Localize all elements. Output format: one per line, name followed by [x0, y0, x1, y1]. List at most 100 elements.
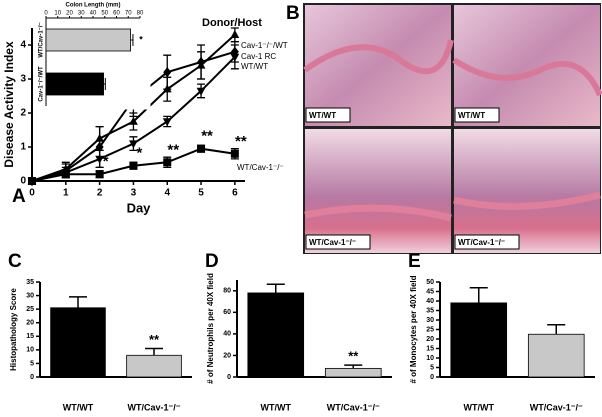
y-tick-label: 25 [26, 306, 34, 313]
category-label: WT/Cav-1⁻/⁻ [39, 22, 45, 57]
y-tick-label: 0 [227, 374, 231, 381]
bar [324, 367, 382, 378]
y-tick-label: 15 [26, 333, 34, 340]
legend-label: WT/WT [241, 62, 268, 71]
significance-label: ** [348, 349, 359, 364]
x-tick-label: WT/WT [261, 402, 292, 412]
bar [247, 292, 305, 378]
y-tick-label: 0 [30, 374, 34, 381]
x-tick-label: 30 [78, 11, 85, 17]
y-tick-label: 30 [26, 292, 34, 299]
tissue-band [453, 191, 601, 210]
y-tick-label: 80 [223, 288, 231, 295]
x-tick-label: WT/Cav-1⁻/⁻ [327, 402, 380, 412]
x-tick-label: 1 [63, 188, 69, 199]
bar [450, 302, 508, 378]
marker [95, 170, 104, 179]
y-tick-label: 20 [426, 336, 434, 343]
y-tick-label: 4 [20, 40, 26, 51]
y-tick-label: 3 [20, 74, 26, 85]
x-tick-label: WT/WT [464, 402, 495, 412]
significance-label: ** [149, 332, 160, 347]
marker [230, 30, 240, 38]
y-tick-label: 45 [426, 288, 434, 295]
x-tick-label: WT/WT [63, 402, 94, 412]
y-tick-label: 50 [426, 279, 434, 286]
marker [95, 155, 105, 164]
legend-title: Donor/Host [202, 17, 262, 29]
significance-label: * [137, 145, 143, 162]
marker [129, 116, 138, 125]
panel-label: B [286, 3, 300, 24]
x-tick-label: 60 [113, 11, 120, 17]
micrograph [305, 129, 451, 253]
y-tick-label: 1 [20, 142, 26, 153]
marker [129, 161, 138, 170]
legend-label: Cav-1⁻/⁻/WT [241, 41, 288, 50]
marker [196, 87, 206, 96]
y-tick-label: 40 [426, 298, 434, 305]
x-tick-label: 5 [198, 188, 204, 199]
y-tick-label: 60 [223, 309, 231, 316]
y-tick-label: 10 [26, 347, 34, 354]
bar [45, 72, 104, 96]
panel-label: D [205, 251, 219, 272]
y-tick-label: 35 [426, 307, 434, 314]
y-axis-label: Disease Activity Index [2, 41, 16, 168]
marker [197, 144, 206, 153]
micrograph [454, 129, 600, 253]
y-tick-label: 15 [426, 345, 434, 352]
tissue-band [304, 204, 452, 222]
x-tick-label: WT/Cav-1⁻/⁻ [530, 402, 583, 412]
label-box [454, 234, 520, 250]
y-tick-label: 2 [20, 108, 26, 119]
significance-label: ** [201, 128, 213, 145]
x-tick-label: 2 [97, 188, 103, 199]
bar [126, 354, 182, 378]
y-tick-label: 0 [20, 176, 26, 187]
y-tick-label: 40 [223, 331, 231, 338]
x-tick-label: 6 [232, 188, 238, 199]
x-axis-label: Colon Length (mm) [66, 3, 121, 9]
micrograph-label: WT/Cav-1⁻/⁻ [458, 238, 505, 247]
label-box [305, 234, 371, 250]
legend-label: WT/Cav-1⁻/⁻ [237, 163, 284, 172]
y-tick-label: 0 [430, 374, 434, 381]
y-tick-label: 20 [26, 320, 34, 327]
x-axis-label: Day [127, 200, 152, 215]
x-tick-label: 0 [44, 11, 48, 17]
panel-label: A [12, 186, 26, 207]
marker [230, 53, 240, 62]
panel-label: C [8, 251, 22, 272]
legend-label: Cav-1 RC [241, 52, 276, 61]
y-tick-label: 25 [426, 326, 434, 333]
micrograph-label: WT/WT [309, 111, 336, 120]
y-tick-label: 30 [426, 317, 434, 324]
error-bar [145, 347, 163, 356]
bar [50, 307, 106, 378]
tissue-band [303, 39, 454, 75]
bar [45, 28, 131, 52]
error-bar [103, 78, 106, 90]
y-tick-label: 20 [223, 352, 231, 359]
panel-label: E [408, 251, 421, 272]
y-tick-label: 5 [430, 364, 434, 371]
marker [163, 67, 172, 78]
y-axis-label: # of Monocytes per 40X field [409, 275, 418, 383]
micrograph [305, 5, 451, 126]
error-bar [469, 286, 488, 303]
error-bar [547, 324, 566, 335]
marker [230, 149, 239, 158]
x-tick-label: 40 [90, 11, 97, 17]
bar [527, 333, 585, 378]
y-axis-label: # of Neutrophils per 40X field [206, 273, 215, 384]
error-bar [266, 283, 285, 293]
marker [162, 118, 172, 127]
marker [197, 56, 206, 68]
marker [163, 158, 172, 167]
marker [61, 170, 70, 179]
marker [28, 177, 36, 185]
marker [129, 140, 138, 149]
significance-label: ** [235, 133, 247, 150]
